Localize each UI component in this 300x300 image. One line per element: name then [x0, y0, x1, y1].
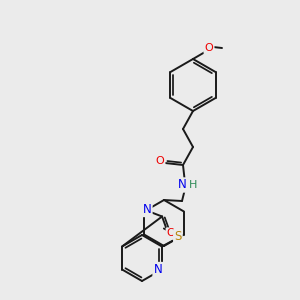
Text: O: O	[156, 156, 164, 166]
Text: O: O	[167, 229, 176, 238]
Text: N: N	[143, 203, 152, 216]
Text: N: N	[154, 263, 162, 276]
Text: H: H	[189, 180, 197, 190]
Text: S: S	[174, 230, 182, 243]
Text: N: N	[178, 178, 186, 191]
Text: O: O	[205, 43, 213, 53]
